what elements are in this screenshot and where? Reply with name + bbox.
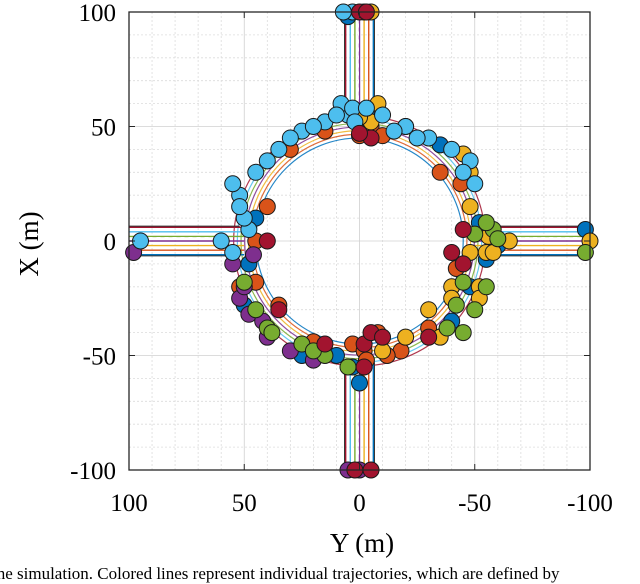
vehicle-point: [351, 374, 368, 392]
vehicle-point: [304, 118, 322, 135]
vehicle-point: [247, 163, 265, 181]
vehicle-point: [447, 296, 465, 314]
x-tick-label: -100: [567, 490, 613, 517]
vehicle-point: [420, 328, 438, 346]
x-tick-label: 0: [353, 490, 366, 517]
vehicle-point: [270, 140, 288, 158]
vehicle-point: [316, 335, 334, 353]
vehicle-point: [466, 175, 484, 193]
vehicle-point: [466, 301, 484, 319]
vehicle-point: [477, 278, 495, 296]
vehicle-point: [420, 301, 438, 319]
vehicle-point: [258, 152, 276, 170]
figure-caption: the simulation. Colored lines represent …: [0, 566, 560, 583]
vehicle-point: [327, 106, 345, 124]
x-axis-label: Y (m): [330, 528, 394, 558]
axis-ticks: 100 50 0 -50 -100 100 50 0 -50 -100: [70, 0, 613, 517]
vehicle-point: [357, 99, 375, 117]
y-tick-label: -100: [70, 458, 116, 485]
vehicle-point: [231, 198, 249, 216]
vehicle-point: [454, 221, 472, 239]
vehicle-point: [454, 324, 472, 342]
vehicle-point: [270, 301, 288, 319]
vehicle-point: [477, 214, 495, 232]
vehicle-point: [408, 129, 426, 147]
y-tick-label: 50: [91, 115, 116, 142]
vehicle-point: [454, 255, 472, 273]
vehicle-point: [281, 129, 299, 147]
vehicle-point: [489, 230, 507, 248]
x-tick-label: 100: [110, 490, 148, 517]
vehicle-point: [385, 122, 403, 140]
vehicle-point: [443, 243, 461, 261]
vehicle-point: [224, 243, 242, 261]
vehicle-point: [443, 140, 461, 158]
vehicle-point: [244, 246, 262, 264]
vehicle-point: [461, 198, 479, 216]
vehicle-point: [431, 163, 449, 181]
vehicle-point: [258, 198, 276, 216]
vehicle-point: [355, 358, 373, 376]
vehicle-point: [374, 328, 392, 346]
vehicle-point: [247, 301, 265, 319]
vehicle-point: [224, 175, 242, 193]
vehicle-point: [235, 273, 253, 291]
y-tick-label: 0: [104, 229, 117, 256]
vehicle-point: [351, 124, 368, 142]
y-tick-label: -50: [83, 344, 116, 371]
vehicle-point: [374, 106, 392, 124]
vehicle-point: [258, 232, 276, 250]
y-axis-label: X (m): [14, 211, 44, 276]
vehicle-point: [339, 358, 357, 376]
vehicle-point: [454, 273, 472, 291]
vehicle-point: [454, 163, 472, 181]
x-tick-label: -50: [458, 490, 491, 517]
vehicle-point: [212, 232, 230, 250]
vehicle-point: [263, 324, 281, 342]
vehicle-point: [397, 328, 415, 346]
y-tick-label: 100: [79, 0, 117, 27]
x-tick-label: 50: [232, 490, 257, 517]
vehicle-point: [576, 243, 594, 261]
vehicle-point: [438, 319, 456, 337]
